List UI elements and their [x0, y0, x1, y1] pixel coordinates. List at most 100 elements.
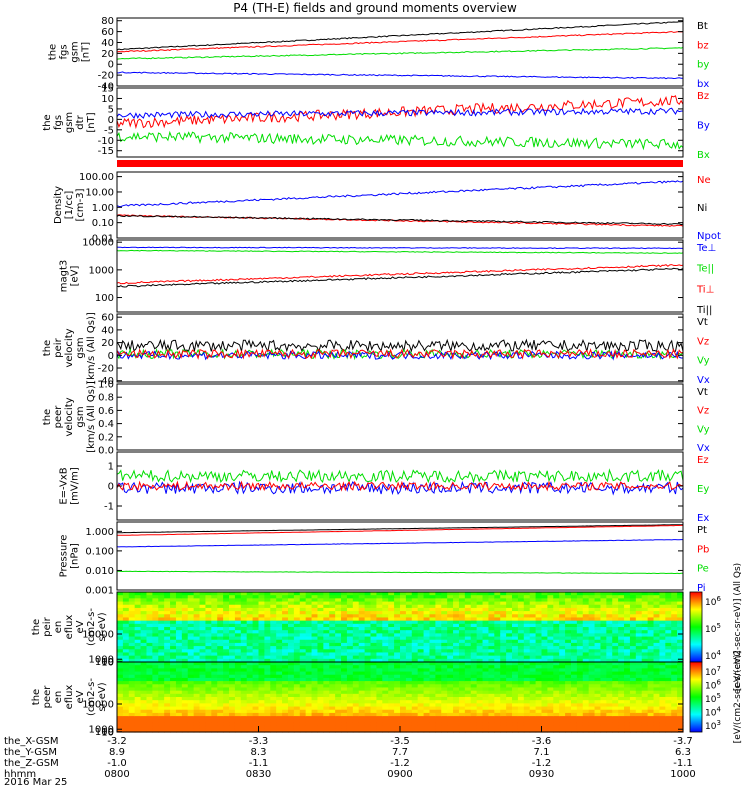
- heatmap-cell: [152, 716, 159, 720]
- heatmap-cell: [618, 706, 625, 711]
- heatmap-cell: [223, 649, 230, 654]
- heatmap-cell: [128, 687, 136, 692]
- heatmap-cell: [447, 633, 454, 638]
- heatmap-cell: [570, 623, 578, 628]
- heatmap-cell: [647, 668, 655, 673]
- heatmap-cell: [400, 716, 407, 720]
- heatmap-cell: [394, 693, 401, 698]
- heatmap-cell: [671, 703, 678, 708]
- heatmap-cell: [317, 607, 324, 612]
- heatmap-cell: [276, 690, 283, 695]
- heatmap-cell: [671, 614, 678, 619]
- heatmap-cell: [659, 607, 666, 612]
- heatmap-cell: [223, 716, 230, 720]
- heatmap-cell: [506, 658, 513, 663]
- heatmap-cell: [164, 607, 171, 612]
- heatmap-cell: [565, 693, 572, 698]
- heatmap-cell: [523, 709, 531, 714]
- heatmap-cell: [329, 617, 336, 622]
- heatmap-cell: [170, 639, 177, 644]
- heatmap-cell: [653, 601, 661, 606]
- heatmap-cell: [134, 639, 142, 644]
- heatmap-cell: [677, 722, 684, 727]
- heatmap-cell: [400, 677, 407, 682]
- heatmap-cell: [305, 690, 313, 695]
- heatmap-cell: [364, 639, 372, 644]
- heatmap-cell: [517, 611, 525, 615]
- heatmap-cell: [122, 607, 130, 612]
- heatmap-cell: [217, 607, 224, 612]
- heatmap-cell: [429, 728, 436, 733]
- heatmap-cell: [600, 630, 607, 634]
- heatmap-cell: [276, 697, 283, 701]
- x-tick-label: 1000: [670, 769, 695, 780]
- heatmap-cell: [400, 592, 407, 596]
- heatmap-cell: [541, 693, 548, 698]
- heatmap-cell: [205, 646, 212, 650]
- heatmap-cell: [299, 658, 307, 663]
- heatmap-cell: [517, 642, 525, 647]
- heatmap-cell: [441, 655, 448, 660]
- x-axis-value: -1.0: [107, 758, 127, 769]
- heatmap-cell: [258, 627, 265, 631]
- heatmap-cell: [293, 681, 301, 685]
- heatmap-cell: [512, 719, 519, 724]
- heatmap-cell: [234, 604, 242, 609]
- heatmap-cell: [187, 706, 195, 711]
- heatmap-cell: [535, 601, 543, 606]
- heatmap-cell: [629, 646, 637, 650]
- heatmap-cell: [500, 703, 507, 708]
- y-tick-label: 10: [101, 727, 114, 738]
- y-axis-label-line: fgs: [53, 115, 64, 130]
- heatmap-cell: [329, 681, 336, 685]
- heatmap-cell: [529, 677, 537, 682]
- heatmap-cell: [122, 652, 130, 657]
- heatmap-cell: [606, 712, 613, 717]
- heatmap-cell: [293, 668, 301, 673]
- heatmap-cell: [570, 719, 578, 724]
- heatmap-cell: [223, 620, 230, 625]
- heatmap-cell: [470, 722, 478, 727]
- heatmap-cell: [588, 671, 596, 676]
- heatmap-cell: [641, 655, 649, 660]
- heatmap-cell: [175, 642, 183, 647]
- heatmap-cell: [612, 636, 619, 641]
- heatmap-cell: [134, 614, 142, 619]
- heatmap-cell: [394, 687, 401, 692]
- heatmap-cell: [482, 649, 490, 654]
- heatmap-cell: [270, 697, 277, 701]
- heatmap-cell: [441, 722, 448, 727]
- heatmap-cell: [223, 706, 230, 711]
- heatmap-cell: [659, 601, 666, 606]
- heatmap-cell: [317, 674, 324, 679]
- heatmap-cell: [535, 665, 543, 669]
- heatmap-cell: [429, 636, 436, 641]
- heatmap-cell: [370, 630, 378, 634]
- heatmap-cell: [299, 595, 307, 599]
- heatmap-cell: [128, 636, 136, 641]
- heatmap-cell: [458, 607, 466, 612]
- heatmap-cell: [447, 617, 454, 622]
- heatmap-cell: [346, 712, 354, 717]
- heatmap-cell: [323, 665, 330, 669]
- heatmap-cell: [535, 706, 543, 711]
- heatmap-cell: [264, 700, 271, 704]
- heatmap-cell: [364, 700, 372, 704]
- heatmap-cell: [276, 614, 283, 619]
- heatmap-cell: [122, 719, 130, 724]
- heatmap-cell: [470, 658, 478, 663]
- heatmap-cell: [205, 697, 212, 701]
- heatmap-cell: [146, 598, 153, 603]
- heatmap-cell: [482, 674, 490, 679]
- heatmap-cell: [400, 665, 407, 669]
- heatmap-cell: [134, 690, 142, 695]
- heatmap-cell: [276, 674, 283, 679]
- heatmap-cell: [400, 703, 407, 708]
- heatmap-cell: [323, 617, 330, 622]
- heatmap-cell: [559, 627, 566, 631]
- x-axis-value: -3.3: [249, 736, 269, 747]
- heatmap-cell: [264, 598, 271, 603]
- heatmap-cell: [547, 652, 554, 657]
- heatmap-cell: [400, 712, 407, 717]
- heatmap-cell: [341, 671, 348, 676]
